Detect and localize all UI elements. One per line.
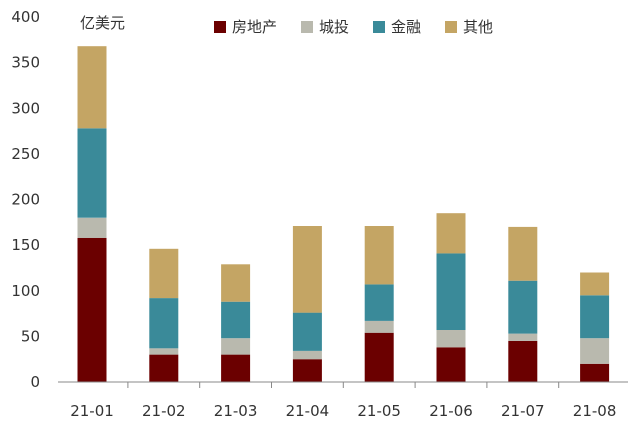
bar-segment-finance	[292, 312, 322, 351]
bar-segment-other	[580, 272, 610, 296]
bar-segment-real-estate	[364, 332, 394, 382]
unit-label: 亿美元	[80, 14, 126, 32]
legend-swatch-finance	[373, 20, 386, 33]
bars	[77, 46, 610, 383]
bar-segment-lgfv	[149, 348, 179, 355]
x-tick-label: 21-02	[142, 402, 186, 420]
bar-segment-finance	[364, 284, 394, 321]
legend-item-finance: 金融	[373, 16, 421, 37]
x-tick-label: 21-07	[501, 402, 545, 420]
y-tick-label: 0	[30, 373, 40, 391]
bar-segment-finance	[149, 298, 179, 349]
y-tick-label: 250	[11, 145, 40, 163]
bar-segment-other	[77, 46, 107, 129]
x-tick-label: 21-01	[70, 402, 114, 420]
bar-segment-real-estate	[436, 347, 466, 382]
legend-item-other: 其他	[445, 16, 493, 37]
legend-item-real-estate: 房地产	[214, 16, 277, 37]
legend: 房地产 城投 金融 其他	[214, 16, 517, 37]
bar-segment-real-estate	[77, 237, 107, 382]
y-tick-label: 100	[11, 282, 40, 300]
bar-segment-real-estate	[292, 359, 322, 382]
bar-segment-real-estate	[149, 354, 179, 382]
bar-segment-real-estate	[580, 363, 610, 383]
bar-segment-finance	[508, 280, 538, 334]
y-tick-label: 350	[11, 54, 40, 72]
legend-swatch-other	[445, 20, 458, 33]
bar-segment-other	[508, 226, 538, 281]
bar-segment-other	[149, 248, 179, 299]
legend-item-lgfv: 城投	[301, 16, 349, 37]
bar-segment-real-estate	[221, 354, 251, 382]
legend-label-finance: 金融	[391, 18, 422, 36]
bar-segment-finance	[77, 128, 107, 218]
bar-segment-other	[292, 226, 322, 313]
legend-label-lgfv: 城投	[319, 18, 350, 36]
y-axis-ticks: 0 50 100 150 200 250 300 350 400	[11, 8, 40, 391]
y-tick-label: 150	[11, 236, 40, 254]
bar-segment-lgfv	[77, 217, 107, 238]
bar-segment-lgfv	[221, 338, 251, 355]
bar-segment-lgfv	[508, 333, 538, 341]
x-tick-label: 21-06	[429, 402, 473, 420]
bar-segment-other	[221, 264, 251, 302]
bar-segment-lgfv	[580, 338, 610, 364]
y-tick-label: 300	[11, 99, 40, 117]
bar-segment-finance	[580, 295, 610, 339]
x-tick-label: 21-05	[357, 402, 401, 420]
x-tick-label: 21-04	[286, 402, 330, 420]
legend-swatch-real-estate	[214, 20, 226, 33]
legend-label-real-estate: 房地产	[232, 18, 278, 36]
bar-segment-lgfv	[436, 330, 466, 348]
bar-segment-finance	[436, 253, 466, 330]
y-tick-label: 200	[11, 191, 40, 209]
bar-segment-real-estate	[508, 340, 538, 382]
bar-segment-lgfv	[364, 320, 394, 333]
bar-segment-other	[364, 226, 394, 285]
x-tick-label: 21-08	[573, 402, 617, 420]
bar-segment-finance	[221, 301, 251, 339]
x-tick-label: 21-03	[214, 402, 258, 420]
legend-swatch-lgfv	[301, 20, 314, 33]
legend-label-other: 其他	[463, 18, 494, 36]
y-tick-label: 400	[11, 8, 40, 26]
bar-segment-other	[436, 213, 466, 254]
y-tick-label: 50	[21, 327, 40, 345]
bar-segment-lgfv	[292, 351, 322, 360]
x-axis-ticks: 21-01 21-02 21-03 21-04 21-05 21-06 21-07 21-08	[70, 382, 616, 420]
